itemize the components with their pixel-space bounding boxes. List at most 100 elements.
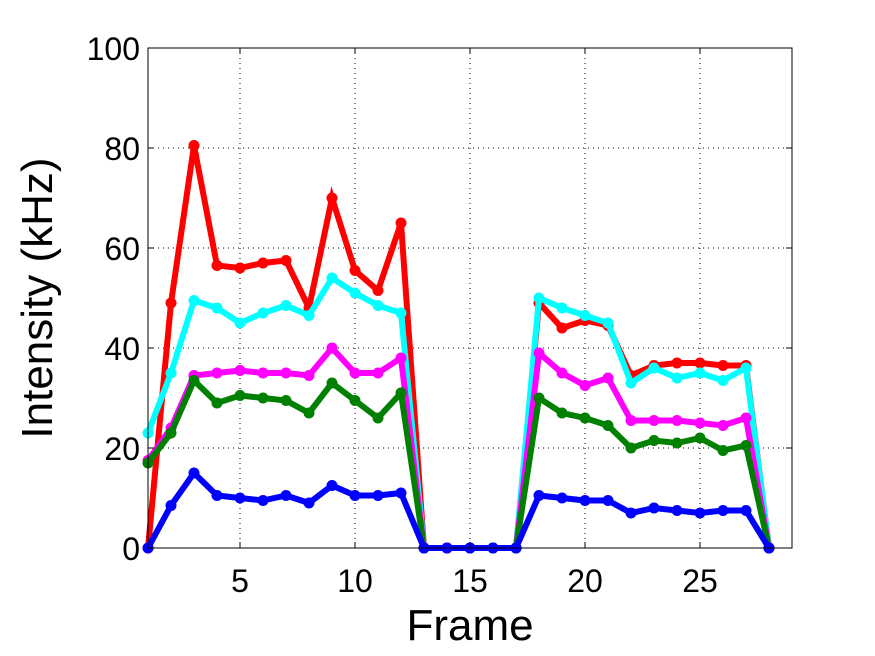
x-tick-label: 15 xyxy=(452,563,488,599)
data-point xyxy=(579,412,591,424)
axis-ticks: 5 10 15 20 25 0 20 40 60 80 100 xyxy=(87,31,792,599)
data-point xyxy=(349,287,361,299)
data-point xyxy=(740,505,752,516)
x-tick-label: 25 xyxy=(682,563,718,599)
x-tick-label: 10 xyxy=(337,563,373,599)
data-point xyxy=(280,300,292,311)
data-point xyxy=(671,437,683,449)
data-point xyxy=(533,347,545,359)
data-point xyxy=(740,412,752,424)
data-point xyxy=(257,495,269,506)
data-point xyxy=(211,302,223,314)
data-point xyxy=(280,255,292,266)
data-point xyxy=(671,505,683,516)
data-point xyxy=(326,272,338,284)
data-point xyxy=(648,415,660,426)
data-point xyxy=(372,367,384,379)
x-tick-label: 5 xyxy=(231,563,249,599)
data-point xyxy=(165,500,177,511)
data-point xyxy=(671,372,683,384)
data-point xyxy=(234,317,246,329)
data-point xyxy=(740,362,752,374)
data-point xyxy=(372,412,384,424)
data-point xyxy=(234,390,246,401)
data-point xyxy=(188,140,200,151)
data-point xyxy=(556,492,568,504)
data-point xyxy=(625,442,637,454)
data-point xyxy=(579,380,591,391)
data-point xyxy=(395,307,407,319)
data-point xyxy=(326,480,338,491)
data-point xyxy=(694,367,706,379)
data-point xyxy=(717,420,729,431)
data-point xyxy=(395,387,407,399)
data-point xyxy=(165,297,177,309)
data-point xyxy=(234,492,246,504)
y-tick-label: 20 xyxy=(104,431,140,467)
data-point xyxy=(372,300,384,311)
data-point xyxy=(602,495,614,506)
data-point xyxy=(326,192,338,204)
data-point xyxy=(326,377,338,389)
data-point xyxy=(717,505,729,516)
data-point xyxy=(257,257,269,269)
data-point xyxy=(556,302,568,314)
data-point xyxy=(717,445,729,456)
data-point xyxy=(326,342,338,354)
data-point xyxy=(694,432,706,444)
data-point xyxy=(349,490,361,501)
data-point xyxy=(579,495,591,506)
data-point xyxy=(602,317,614,329)
data-point xyxy=(257,367,269,379)
data-point xyxy=(533,292,545,304)
data-point xyxy=(395,217,407,229)
data-point xyxy=(648,362,660,374)
data-point xyxy=(211,260,223,271)
data-point xyxy=(257,392,269,404)
y-tick-label: 80 xyxy=(104,131,140,167)
x-axis-label: Frame xyxy=(406,601,533,650)
data-point xyxy=(556,407,568,419)
data-point xyxy=(349,265,361,276)
data-point xyxy=(165,427,177,439)
data-point xyxy=(349,395,361,406)
data-point xyxy=(395,352,407,364)
y-tick-label: 100 xyxy=(87,31,140,67)
data-point xyxy=(625,377,637,389)
data-point xyxy=(648,435,660,446)
x-tick-label: 20 xyxy=(567,563,603,599)
y-tick-label: 40 xyxy=(104,331,140,367)
data-point xyxy=(717,360,729,371)
data-point xyxy=(280,395,292,406)
data-point xyxy=(694,507,706,519)
data-point xyxy=(579,310,591,321)
data-point xyxy=(280,367,292,379)
y-tick-label: 0 xyxy=(122,531,140,567)
data-point xyxy=(372,490,384,501)
data-point xyxy=(602,372,614,384)
y-tick-label: 60 xyxy=(104,231,140,267)
data-point xyxy=(533,490,545,501)
data-point xyxy=(717,375,729,386)
data-point xyxy=(211,367,223,379)
data-point xyxy=(625,507,637,519)
data-point xyxy=(556,367,568,379)
data-point xyxy=(694,417,706,429)
data-point xyxy=(188,467,200,479)
y-axis-label: Intensity (kHz) xyxy=(13,157,62,438)
data-point xyxy=(257,307,269,319)
data-point xyxy=(395,487,407,499)
data-point xyxy=(740,440,752,451)
data-point xyxy=(671,415,683,426)
data-point xyxy=(303,310,315,321)
data-point xyxy=(211,397,223,409)
data-point xyxy=(280,490,292,501)
data-point xyxy=(303,407,315,419)
data-point xyxy=(602,420,614,431)
data-point xyxy=(188,295,200,306)
data-point xyxy=(671,357,683,369)
data-point xyxy=(372,285,384,296)
data-point xyxy=(303,497,315,509)
data-point xyxy=(303,370,315,381)
